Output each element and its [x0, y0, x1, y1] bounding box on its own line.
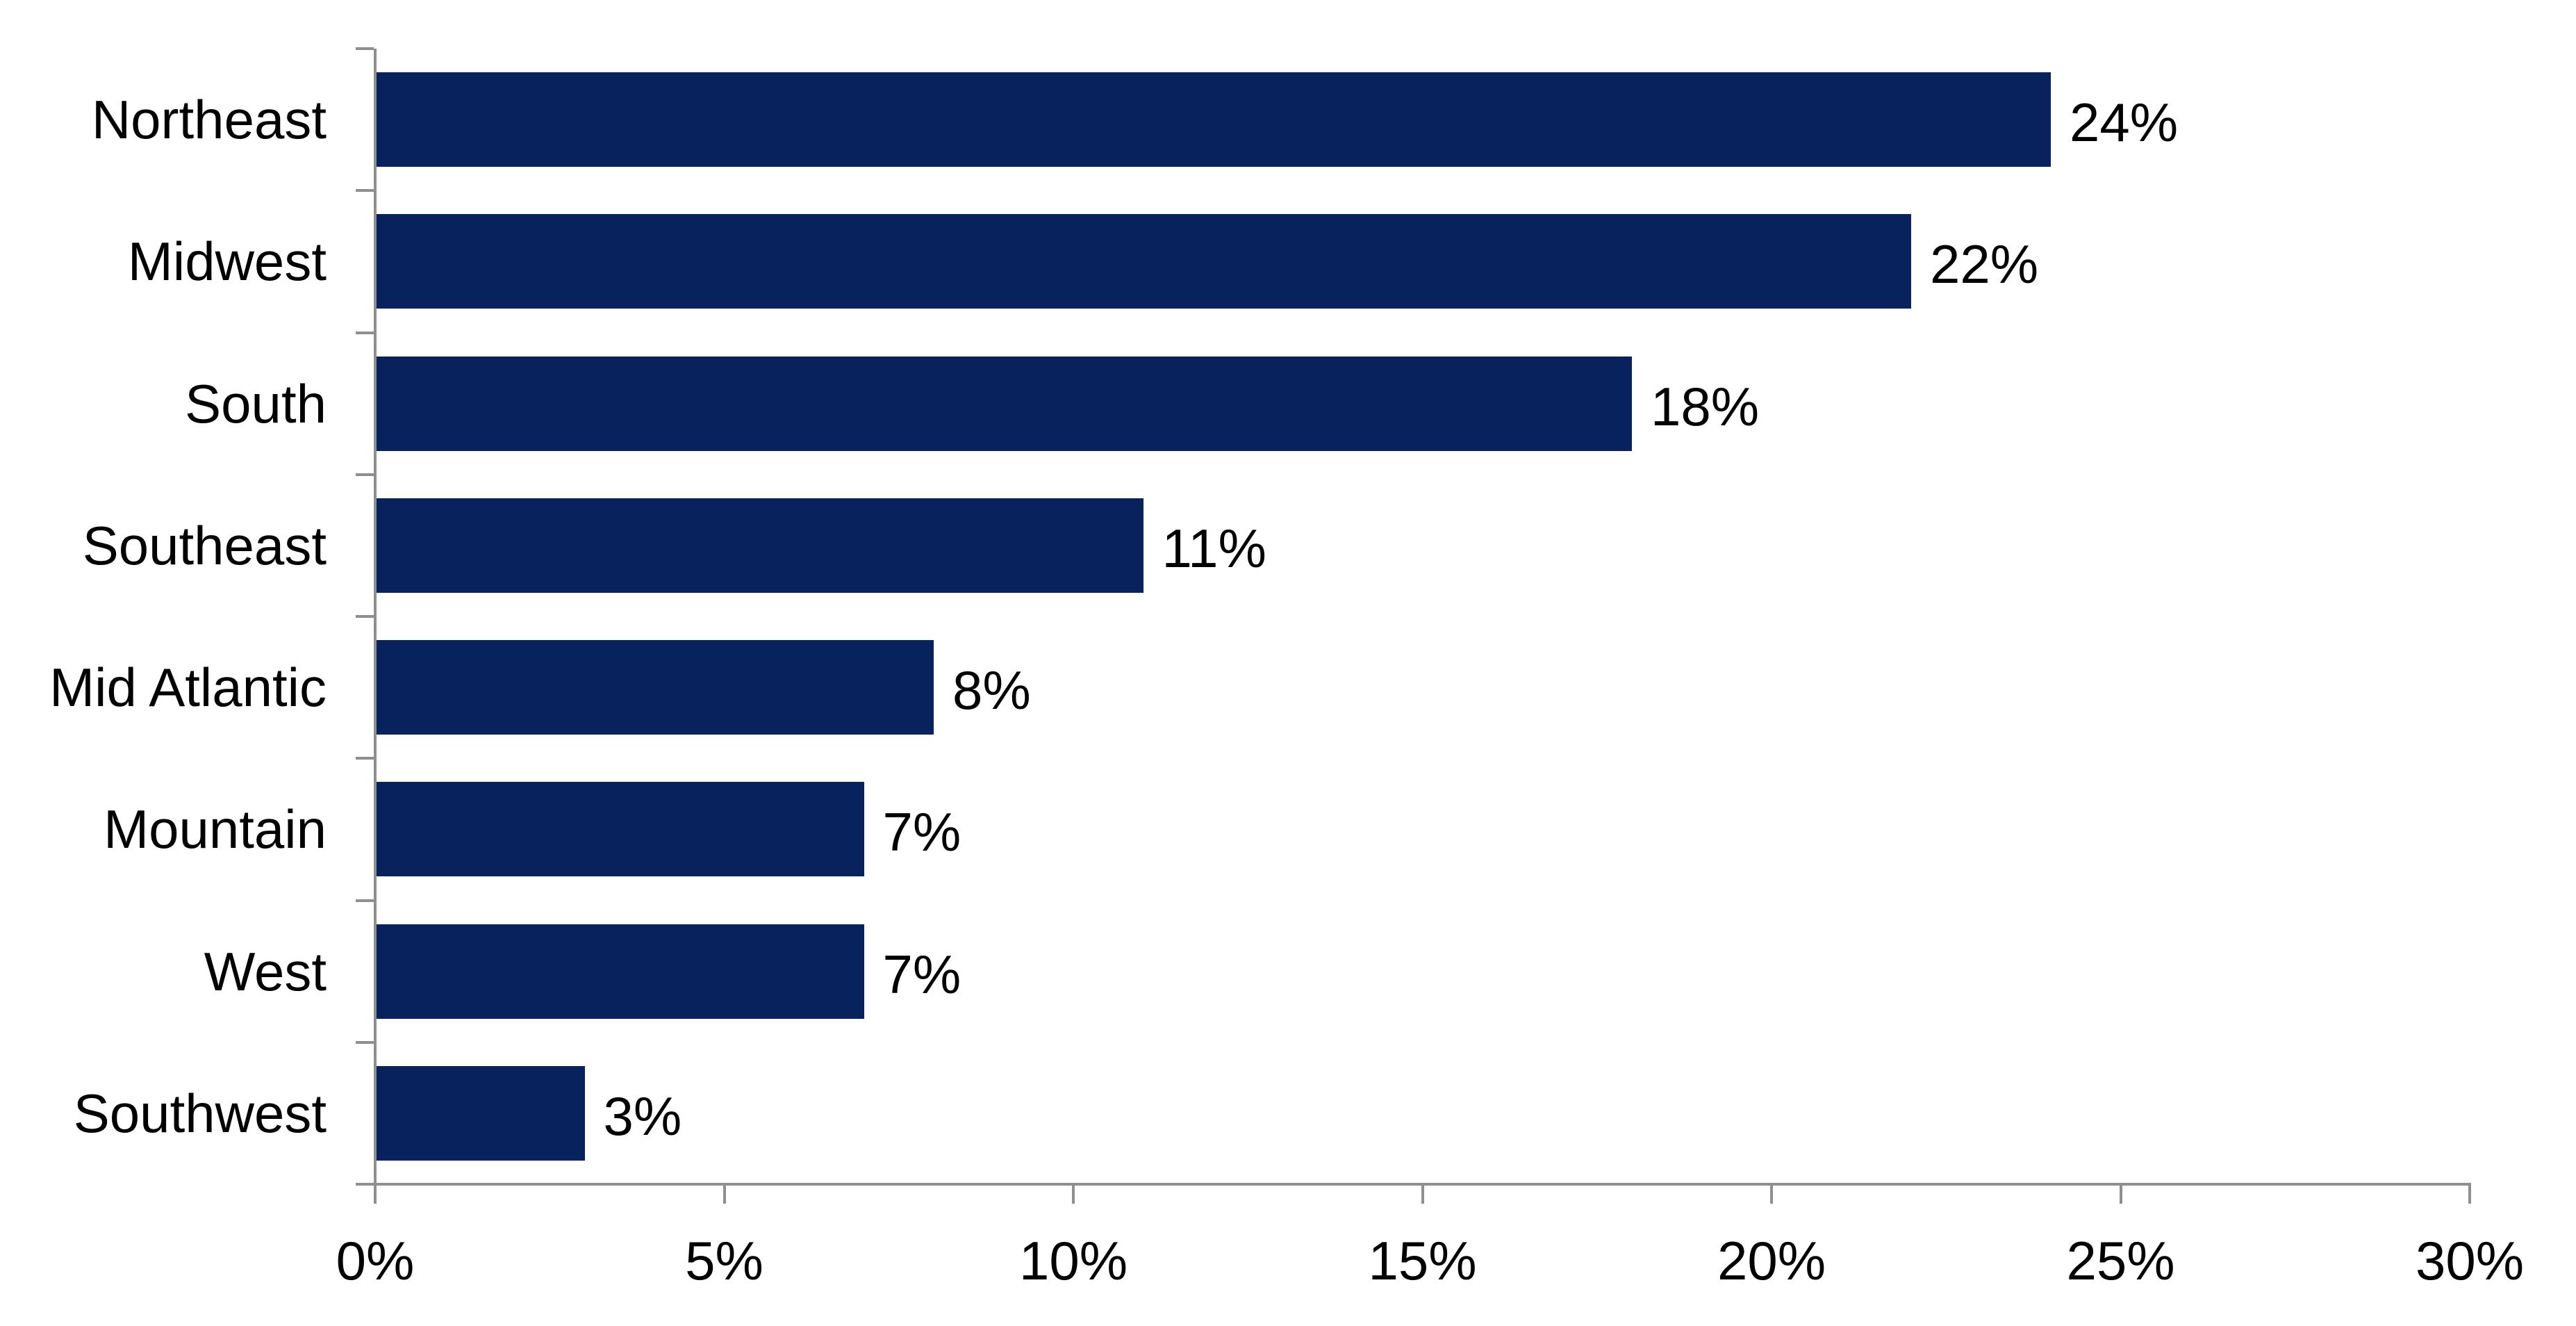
- value-axis-tick: [1770, 1184, 1773, 1204]
- bar: [376, 72, 2051, 167]
- category-label: South: [185, 373, 327, 434]
- category-label: Midwest: [127, 231, 327, 293]
- bar-value-label: 7%: [882, 943, 961, 1005]
- category-axis-line: [374, 49, 377, 1184]
- bar-value-label: 3%: [603, 1085, 682, 1147]
- category-axis-tick: [356, 1040, 374, 1044]
- value-axis-tick-label: 10%: [1018, 1230, 1128, 1291]
- value-axis-tick-label: 0%: [336, 1230, 415, 1291]
- category-axis-tick: [356, 899, 374, 902]
- category-axis-tick: [356, 615, 374, 618]
- category-label: West: [204, 940, 327, 1002]
- value-axis-line: [374, 1183, 2471, 1186]
- value-axis-tick: [1072, 1184, 1075, 1204]
- bar-value-label: 18%: [1651, 375, 1760, 437]
- bar-value-label: 11%: [1162, 517, 1266, 579]
- value-axis-tick-label: 5%: [685, 1230, 763, 1291]
- bar: [376, 1065, 585, 1161]
- value-axis-tick: [2468, 1184, 2471, 1204]
- category-axis-tick: [356, 331, 374, 334]
- category-label: Mid Atlantic: [49, 657, 327, 719]
- category-axis-tick: [356, 47, 374, 50]
- bar: [376, 924, 864, 1019]
- value-axis-tick: [723, 1184, 726, 1204]
- category-axis-tick: [356, 757, 374, 760]
- value-axis-tick: [1421, 1184, 1424, 1204]
- value-axis-tick: [2119, 1184, 2122, 1204]
- bar-value-label: 7%: [882, 801, 961, 863]
- bar: [376, 782, 864, 877]
- bar: [376, 498, 1143, 593]
- category-label: Southeast: [82, 514, 327, 576]
- bar-value-label: 22%: [1930, 234, 2039, 295]
- value-axis-tick-label: 15%: [1368, 1230, 1477, 1291]
- value-axis-tick-label: 25%: [2066, 1230, 2175, 1291]
- category-label: Northeast: [91, 89, 327, 151]
- category-axis-tick: [356, 473, 374, 476]
- bar-value-label: 8%: [952, 660, 1031, 721]
- value-axis-tick-label: 30%: [2415, 1230, 2525, 1291]
- bar: [376, 356, 1632, 451]
- bar-value-label: 24%: [2070, 92, 2179, 154]
- bar: [376, 214, 1911, 309]
- category-label: Southwest: [73, 1082, 327, 1144]
- category-label: Mountain: [104, 799, 327, 860]
- value-axis-tick: [374, 1184, 377, 1204]
- category-axis-tick: [356, 189, 374, 193]
- value-axis-tick-label: 20%: [1717, 1230, 1826, 1291]
- category-axis-tick: [356, 1183, 374, 1186]
- bar: [376, 640, 934, 735]
